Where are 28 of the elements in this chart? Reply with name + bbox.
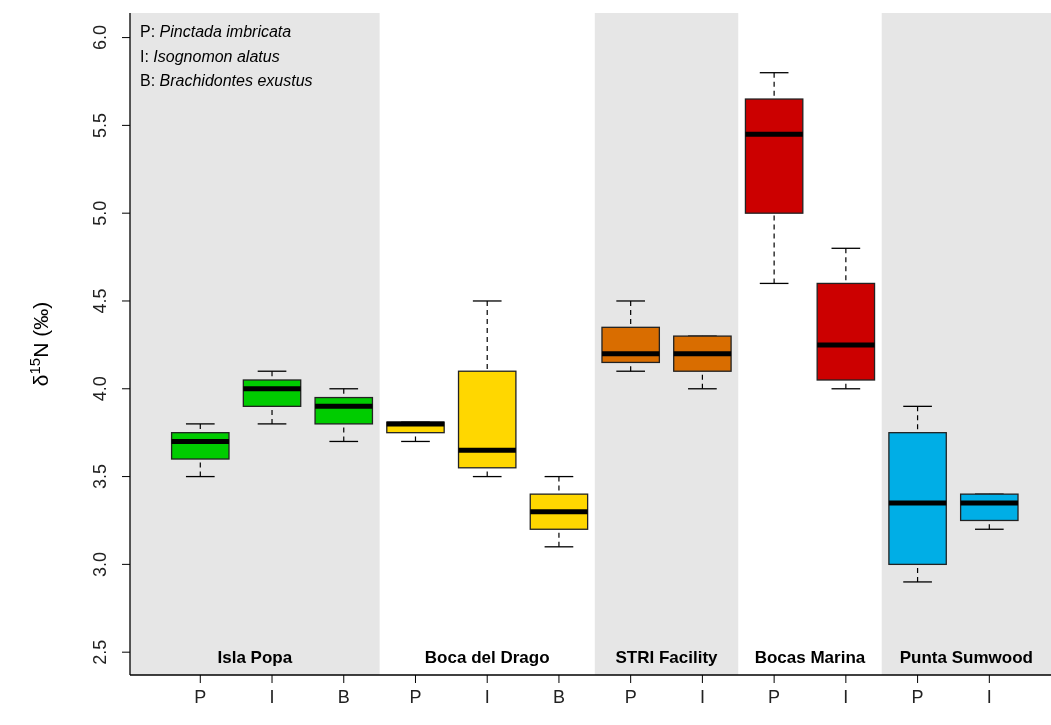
annotation: P: Pinctada imbricata xyxy=(140,23,292,40)
x-tick-label: P xyxy=(911,687,924,707)
x-tick-label: I xyxy=(986,687,992,707)
y-tick-label: 4.5 xyxy=(90,288,110,314)
y-tick-label: 4.0 xyxy=(90,376,110,402)
x-tick-label: I xyxy=(484,687,490,707)
y-tick-label: 6.0 xyxy=(90,25,110,51)
annotation: B: Brachidontes exustus xyxy=(140,72,313,89)
x-tick-label: P xyxy=(768,687,781,707)
y-tick-label: 2.5 xyxy=(90,639,110,665)
x-tick-label: B xyxy=(337,687,350,707)
x-tick-label: I xyxy=(699,687,705,707)
x-tick-label: I xyxy=(269,687,275,707)
annotation: Punta Sumwood xyxy=(899,648,1033,667)
annotation: Isla Popa xyxy=(217,648,293,667)
annotation: Boca del Drago xyxy=(424,648,550,667)
y-tick-label: 5.5 xyxy=(90,112,110,138)
y-tick-label: 5.0 xyxy=(90,200,110,226)
x-tick-label: B xyxy=(552,687,565,707)
y-tick-label: 3.5 xyxy=(90,464,110,490)
x-tick-label: P xyxy=(624,687,637,707)
annotation: I: Isognomon alatus xyxy=(140,47,280,65)
x-tick-label: P xyxy=(409,687,422,707)
annotation: STRI Facility xyxy=(615,648,719,667)
x-tick-label: I xyxy=(843,687,849,707)
x-tick-label: P xyxy=(194,687,207,707)
y-tick-label: 3.0 xyxy=(90,551,110,577)
annotation: Bocas Marina xyxy=(754,648,866,667)
